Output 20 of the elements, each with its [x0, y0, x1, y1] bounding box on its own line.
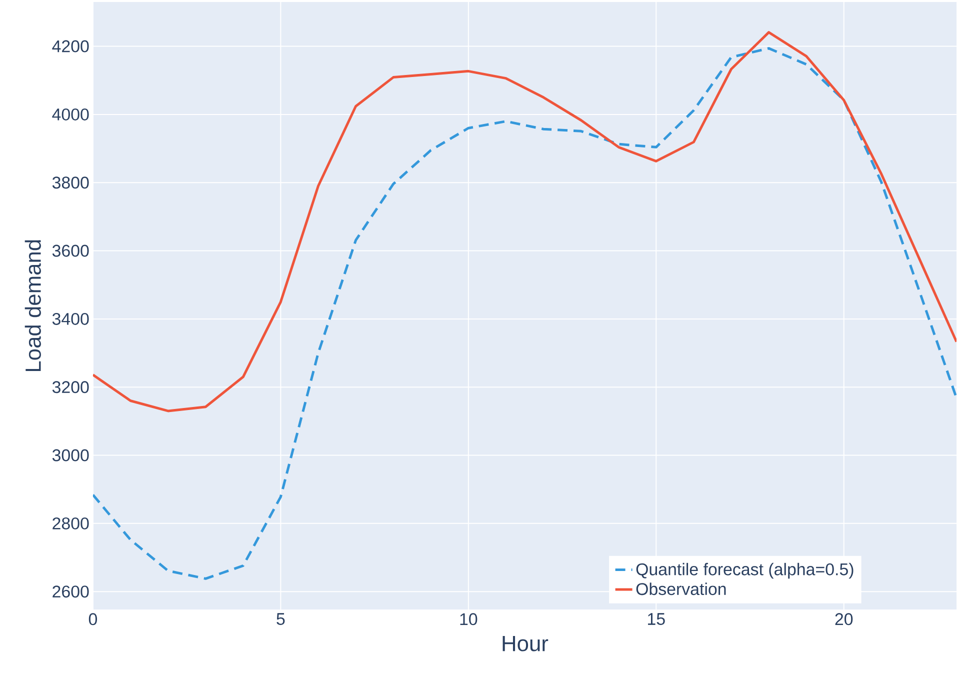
y-tick-label: 2800: [52, 518, 89, 530]
legend-label: Observation: [636, 582, 726, 596]
x-tick-label: 20: [835, 613, 853, 626]
x-tick-label: 15: [648, 613, 665, 626]
y-tick-label: 4200: [52, 40, 89, 52]
x-tick-label: 5: [276, 613, 285, 626]
y-tick-label: 3600: [52, 244, 89, 257]
legend-label: Quantile forecast (alpha=0.5): [636, 563, 854, 579]
line-series: [92, 31, 957, 412]
line-series: [92, 47, 957, 580]
x-tick-label: 0: [88, 613, 98, 626]
y-tick-label: 3800: [52, 176, 89, 189]
y-tick-label: 2600: [52, 586, 89, 598]
x-tick-label: 10: [460, 613, 478, 626]
y-axis-title: Load demand: [24, 240, 41, 372]
x-axis-title: Hour: [502, 636, 548, 652]
y-tick-label: 3000: [52, 449, 89, 462]
y-tick-label: 3400: [52, 313, 89, 326]
y-tick-label: 3200: [52, 381, 89, 394]
y-tick-label: 4000: [52, 108, 89, 121]
